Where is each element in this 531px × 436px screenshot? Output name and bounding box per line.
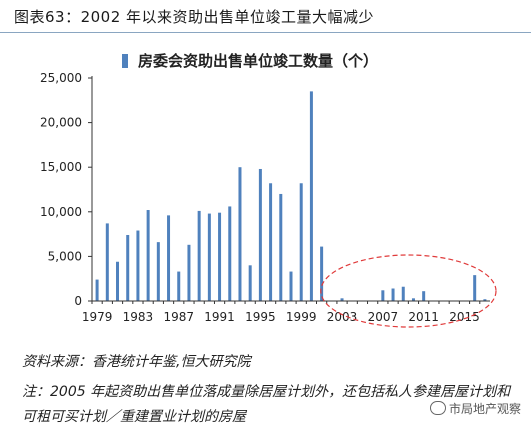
y-tick-label: 20,000 xyxy=(40,116,82,130)
bar-1981 xyxy=(116,261,120,301)
bar-2007 xyxy=(381,290,385,301)
bar-2009 xyxy=(401,286,405,301)
x-tick-label: 2011 xyxy=(408,310,439,324)
bar-1998 xyxy=(289,271,293,301)
bar-1983 xyxy=(136,230,140,301)
bar-1987 xyxy=(177,271,181,301)
bar-2008 xyxy=(391,288,395,301)
bar-1993 xyxy=(238,167,242,301)
bar-2011 xyxy=(422,291,426,301)
y-tick-label: 5,000 xyxy=(48,249,82,263)
chart-legend: 房委会资助出售单位竣工数量（个） xyxy=(122,52,378,70)
watermark-text: 市局地产观察 xyxy=(448,402,521,416)
chart-title: 图表63：2002 年以来资助出售单位竣工量大幅减少 xyxy=(14,8,375,26)
y-axis: 0 5,000 10,000 15,000 20,000 25,000 xyxy=(40,71,93,308)
bar-2001 xyxy=(320,246,324,301)
bar-1985 xyxy=(156,242,160,301)
bar-1991 xyxy=(218,212,222,301)
bar-1986 xyxy=(167,215,171,301)
bar-2000 xyxy=(309,91,313,301)
bar-2017 xyxy=(483,299,487,301)
title-divider xyxy=(0,32,531,33)
bar-1984 xyxy=(146,210,150,301)
x-tick-label: 1991 xyxy=(204,310,235,324)
bar-1997 xyxy=(279,193,283,301)
x-tick-label: 1987 xyxy=(163,310,194,324)
highlight-ellipse xyxy=(320,254,497,328)
y-tick-label: 25,000 xyxy=(40,71,82,85)
x-tick-label: 1983 xyxy=(123,310,154,324)
bar-1988 xyxy=(187,244,191,301)
bar-1999 xyxy=(299,183,303,301)
bar-1980 xyxy=(105,223,109,301)
bar-1995 xyxy=(258,168,262,301)
watermark: 市局地产观察 xyxy=(427,399,523,418)
x-tick-label: 2003 xyxy=(327,310,358,324)
x-tick-label: 2015 xyxy=(449,310,480,324)
wechat-icon xyxy=(429,401,446,415)
x-tick-label: 1995 xyxy=(245,310,276,324)
bar-1982 xyxy=(126,234,130,301)
bar-chart: 房委会资助出售单位竣工数量（个） 0 5,000 10,000 15,000 20,00… xyxy=(40,52,497,328)
x-tick-label: 1999 xyxy=(286,310,317,324)
bar-1979 xyxy=(95,279,99,301)
bar-2010 xyxy=(411,298,415,301)
x-tick-label: 1979 xyxy=(82,310,113,324)
bar-1989 xyxy=(197,210,201,301)
bar-series xyxy=(95,91,487,301)
legend-swatch xyxy=(122,54,128,68)
bar-1990 xyxy=(207,213,211,301)
bar-2016 xyxy=(473,275,477,301)
x-tick-label: 2007 xyxy=(368,310,399,324)
y-tick-label: 15,000 xyxy=(40,160,82,174)
x-axis: 1979 1983 1987 1991 1995 1999 2003 2007 2011 2015 xyxy=(82,300,490,324)
footnote: 注：2005 年起资助出售单位落成量除居屋计划外，还包括私人参建居屋计划和可租可… xyxy=(22,384,511,425)
source-note: 资料来源：香港统计年鉴,恒大研究院 xyxy=(22,354,251,370)
bar-1996 xyxy=(269,183,273,301)
y-tick-label: 0 xyxy=(74,294,82,308)
bar-2003 xyxy=(340,298,344,301)
y-tick-label: 10,000 xyxy=(40,205,82,219)
legend-label: 房委会资助出售单位竣工数量（个） xyxy=(138,52,378,70)
bar-1992 xyxy=(228,206,232,301)
bar-1994 xyxy=(248,265,252,301)
